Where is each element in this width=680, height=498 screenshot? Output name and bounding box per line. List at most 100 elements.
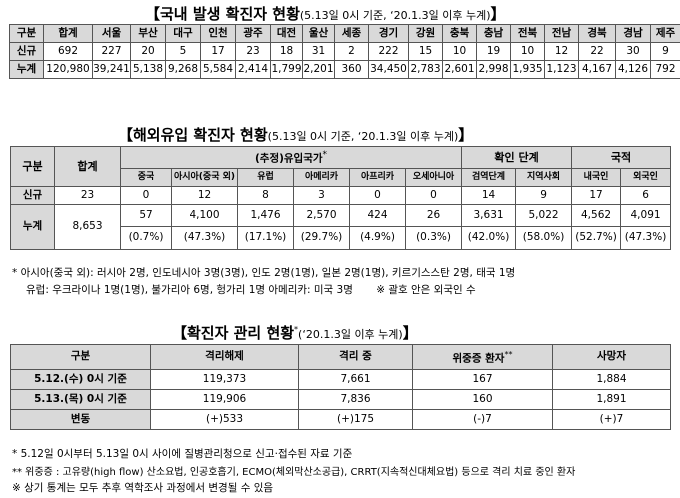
overseas-note-1: * 아시아(중국 외): 러시아 2명, 인도네시아 3명(3명), 인도 2명… (12, 267, 516, 279)
management-table: 구분 격리해제 격리 중 위중증 환자** 사망자 5.12.(수) 0시 기준… (10, 344, 671, 430)
overseas-cell: 3 (293, 185, 350, 205)
overseas-cell: 17 (571, 185, 622, 205)
management-cell: (+)533 (150, 408, 299, 430)
domestic-header: 대구 (165, 24, 201, 43)
overseas-cell: 3,631 (461, 203, 517, 227)
domestic-cell: 9,268 (165, 60, 201, 79)
overseas-note-2-text: 유럽: 우크라이나 1명(1명), 불가리아 6명, 헝가리 1명 아메리카: … (26, 284, 353, 296)
domestic-header: 합계 (43, 24, 93, 43)
domestic-cell: 5 (165, 42, 201, 61)
management-header: 구분 (10, 344, 151, 370)
overseas-cell: 0 (404, 185, 463, 205)
management-title-text: 【확진자 관리 현황 (172, 324, 295, 342)
overseas-pct-row: (0.7%) (47.3%) (17.1%) (29.7%) (4.9%) (0… (11, 226, 672, 250)
overseas-subheader: 외국인 (620, 167, 672, 187)
domestic-cell: 20 (130, 42, 166, 61)
domestic-cum-row: 누계 120,980 39,241 5,138 9,268 5,584 2,41… (9, 60, 680, 79)
domestic-cell: 5,138 (130, 60, 166, 79)
domestic-header: 제주 (650, 24, 680, 43)
overseas-note-2: 유럽: 우크라이나 1명(1명), 불가리아 6명, 헝가리 1명 아메리카: … (26, 282, 476, 297)
overseas-subheader: 내국인 (571, 167, 622, 187)
domestic-header: 부산 (130, 24, 166, 43)
management-cell: 1,891 (552, 388, 671, 410)
overseas-title-sub: (5.13일 0시 기준, ‘20.1.3일 이후 누계) (267, 130, 459, 143)
domestic-cell: 2 (334, 42, 369, 61)
overseas-cell: 6 (620, 185, 672, 205)
overseas-title: 【해외유입 확진자 현황(5.13일 0시 기준, ‘20.1.3일 이후 누계… (118, 124, 473, 145)
domestic-cell: 1,123 (544, 60, 579, 79)
domestic-cell: 9 (650, 42, 680, 61)
domestic-header: 강원 (408, 24, 443, 43)
domestic-title-text: 【국내 발생 확진자 현황 (145, 5, 300, 23)
management-header-severe-text: 위중증 환자 (452, 352, 505, 365)
management-note-3: ※ 상기 통계는 모두 추후 역학조사 과정에서 변경될 수 있음 (12, 482, 274, 494)
management-row-label: 5.13.(목) 0시 기준 (10, 388, 151, 410)
domestic-cell: 5,584 (200, 60, 236, 79)
overseas-cell: 8,653 (54, 203, 121, 250)
management-header-row: 구분 격리해제 격리 중 위중증 환자** 사망자 (10, 344, 671, 370)
overseas-table: 구분 합계 (추정)유입국가* 확인 단계 국적 중국 아시아(중국 외) 유럽… (10, 146, 672, 250)
management-note-2: ** 위중증 : 고유량(high flow) 산소요법, 인공호흡기, ECM… (12, 467, 576, 478)
domestic-header-row: 구분 합계 서울 부산 대구 인천 광주 대전 울산 세종 경기 강원 충북 충… (9, 24, 680, 43)
overseas-row-label: 신규 (10, 185, 55, 205)
domestic-cell: 2,414 (235, 60, 271, 79)
management-cell: (-)7 (412, 408, 553, 430)
overseas-note-2-paren: ※ 괄호 안은 외국인 수 (376, 284, 476, 296)
overseas-cell: 8 (237, 185, 294, 205)
domestic-cell: 120,980 (43, 60, 93, 79)
overseas-subheader: 검역단계 (461, 167, 517, 187)
management-row: 5.12.(수) 0시 기준 119,373 7,661 167 1,884 (10, 368, 671, 390)
management-change-row: 변동 (+)533 (+)175 (-)7 (+)7 (10, 408, 671, 430)
overseas-pct-cell: (0.7%) (120, 226, 172, 250)
domestic-cell: 23 (235, 42, 271, 61)
domestic-cell: 15 (408, 42, 443, 61)
overseas-cell: 1,476 (237, 203, 294, 227)
overseas-pct-cell: (58.0%) (515, 226, 573, 250)
domestic-header: 광주 (235, 24, 271, 43)
domestic-cell: 222 (368, 42, 409, 61)
overseas-pct-cell: (0.3%) (404, 226, 463, 250)
domestic-header: 구분 (9, 24, 44, 43)
overseas-title-close: 】 (458, 126, 474, 144)
overseas-cell: 4,091 (620, 203, 672, 227)
management-header: 격리해제 (150, 344, 299, 370)
overseas-cell: 0 (120, 185, 172, 205)
overseas-subheader: 아프리카 (349, 167, 406, 187)
domestic-header: 경북 (578, 24, 616, 43)
overseas-pct-cell: (42.0%) (461, 226, 517, 250)
management-cell: 7,836 (298, 388, 413, 410)
domestic-cell: 10 (442, 42, 477, 61)
domestic-cell: 692 (43, 42, 93, 61)
management-header-severe-mark: ** (504, 350, 513, 359)
overseas-header-gubun: 구분 (10, 146, 55, 187)
overseas-header-row-1: 구분 합계 (추정)유입국가* 확인 단계 국적 (10, 146, 672, 187)
domestic-cell: 227 (92, 42, 131, 61)
management-cell: 1,884 (552, 368, 671, 390)
management-cell: 119,906 (150, 388, 299, 410)
overseas-subheader: 오세아니아 (404, 167, 463, 187)
overseas-cell: 4,562 (571, 203, 622, 227)
management-title: 【확진자 관리 현황*(‘20.1.3일 이후 누계)】 (172, 322, 418, 343)
overseas-cell: 424 (349, 203, 406, 227)
overseas-pct-cell: (4.9%) (349, 226, 406, 250)
management-note-1: * 5.12일 0시부터 5.13일 0시 사이에 질병관리청으로 신고·접수된… (12, 448, 353, 460)
domestic-header: 인천 (200, 24, 236, 43)
domestic-cell: 360 (334, 60, 369, 79)
domestic-header: 세종 (334, 24, 369, 43)
domestic-cell: 30 (615, 42, 651, 61)
overseas-pct-cell: (29.7%) (293, 226, 350, 250)
overseas-subheader: 아시아(중국 외) (171, 167, 238, 187)
domestic-header: 울산 (302, 24, 335, 43)
domestic-new-row: 신규 692 227 20 5 17 23 18 31 2 222 15 10 … (9, 42, 680, 61)
domestic-title-close: 】 (490, 5, 506, 23)
overseas-header-origin-mark: * (322, 150, 328, 160)
domestic-cell: 1,935 (510, 60, 545, 79)
overseas-pct-cell: (47.3%) (171, 226, 238, 250)
overseas-pct-cell: (52.7%) (571, 226, 622, 250)
domestic-header: 전남 (544, 24, 579, 43)
domestic-cell: 4,167 (578, 60, 616, 79)
domestic-cell: 2,783 (408, 60, 443, 79)
overseas-cell: 12 (171, 185, 238, 205)
overseas-header-origin: (추정)유입국가* (119, 146, 463, 169)
